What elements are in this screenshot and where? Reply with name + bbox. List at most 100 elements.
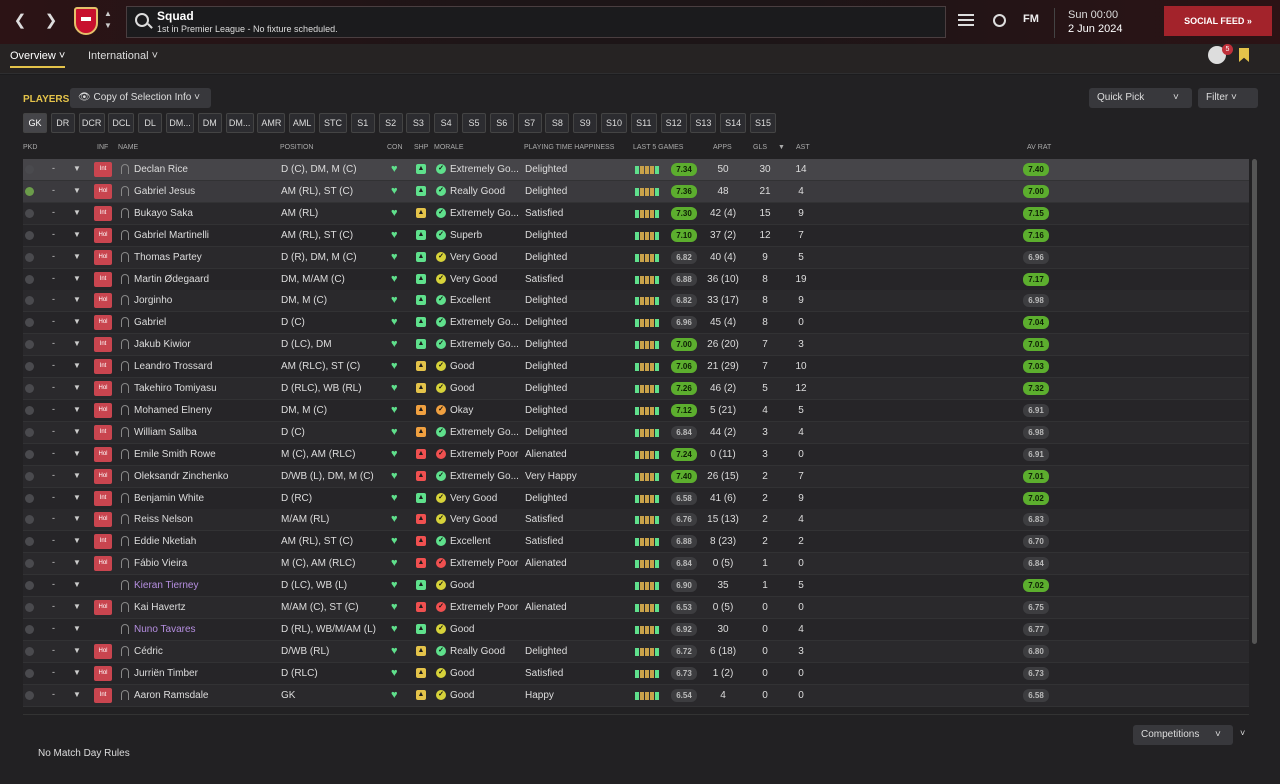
pick-indicator[interactable] bbox=[25, 559, 34, 569]
table-row[interactable]: - ▼ Hol Takehiro Tomiyasu D (RLC), WB (RL) ♥ ▲… bbox=[23, 378, 1249, 400]
chevron-down-icon[interactable]: ▼ bbox=[73, 251, 81, 261]
selection-info-button[interactable]: 👁 Copy of Selection Info ˅ bbox=[70, 88, 211, 108]
selection-dash[interactable]: - bbox=[52, 338, 55, 349]
table-row[interactable]: - ▼ Int Declan Rice D (C), DM, M (C) ♥ ▲ ✓ Extre… bbox=[23, 159, 1249, 181]
pick-indicator[interactable] bbox=[25, 318, 34, 328]
competitions-button[interactable]: Competitions ˅ bbox=[1133, 725, 1233, 745]
table-row[interactable]: - ▼ Hol Jorginho DM, M (C) ♥ ▲ ✓ Excellent Deligh… bbox=[23, 290, 1249, 313]
position-filter-button[interactable]: AMR bbox=[257, 113, 286, 133]
position-filter-button[interactable]: S8 bbox=[545, 113, 570, 133]
table-row[interactable]: - ▼ Hol Jurriën Timber D (RLC) ♥ ▲ ✓ Good Satisfi… bbox=[23, 662, 1249, 685]
position-filter-button[interactable]: DCL bbox=[108, 113, 135, 133]
selection-dash[interactable]: - bbox=[52, 272, 55, 283]
player-name[interactable]: Mohamed Elneny bbox=[134, 404, 212, 416]
position-filter-button[interactable]: DR bbox=[50, 113, 75, 133]
chevron-down-icon[interactable]: ▼ bbox=[73, 536, 81, 546]
selection-dash[interactable]: - bbox=[52, 184, 55, 195]
tab-overview[interactable]: Overview ˅ bbox=[10, 50, 66, 68]
table-row[interactable]: - ▼ Int Aaron Ramsdale GK ♥ ▲ ✓ Good Happy 6.54 4 0 0… bbox=[23, 684, 1249, 707]
pick-indicator[interactable] bbox=[25, 624, 34, 634]
position-filter-button[interactable]: S15 bbox=[750, 113, 776, 133]
selection-dash[interactable]: - bbox=[52, 513, 55, 524]
notifications-icon[interactable] bbox=[1208, 46, 1226, 64]
selection-dash[interactable]: - bbox=[52, 469, 55, 480]
filter-button[interactable]: Filter ˅ bbox=[1198, 88, 1258, 108]
pick-indicator[interactable] bbox=[25, 646, 34, 656]
selection-dash[interactable]: - bbox=[52, 228, 55, 239]
player-name[interactable]: Bukayo Saka bbox=[134, 207, 193, 219]
position-filter-button[interactable]: S14 bbox=[720, 113, 747, 133]
forward-icon[interactable]: ❯ bbox=[44, 12, 58, 29]
table-row[interactable]: - ▼ Int Leandro Trossard AM (RLC), ST (C) ♥ ▲ ✓… bbox=[23, 356, 1249, 379]
col-inf[interactable]: INF bbox=[97, 144, 109, 151]
player-name[interactable]: Takehiro Tomiyasu bbox=[134, 383, 217, 394]
player-name[interactable]: Oleksandr Zinchenko bbox=[134, 470, 229, 482]
pick-indicator[interactable] bbox=[25, 230, 34, 240]
col-gls[interactable]: GLS bbox=[753, 144, 768, 151]
selection-dash[interactable]: - bbox=[52, 206, 55, 217]
player-name[interactable]: Gabriel Jesus bbox=[134, 185, 196, 197]
position-filter-button[interactable]: DM bbox=[197, 113, 222, 133]
player-name[interactable]: Thomas Partey bbox=[134, 251, 202, 263]
social-feed-button[interactable]: SOCIAL FEED » bbox=[1164, 6, 1272, 36]
table-row[interactable]: - ▼ Hol Gabriel Jesus AM (RL), ST (C) ♥ ▲ ✓ Real… bbox=[23, 180, 1249, 203]
col-morale[interactable]: MORALE bbox=[434, 144, 464, 151]
selection-dash[interactable]: - bbox=[52, 601, 55, 611]
player-name[interactable]: Kieran Tierney bbox=[134, 580, 199, 592]
table-row[interactable]: - ▼ Int Eddie Nketiah AM (RL), ST (C) ♥ ▲ ✓ Exce… bbox=[23, 531, 1249, 554]
player-name[interactable]: William Saliba bbox=[134, 426, 197, 438]
table-row[interactable]: - ▼ Int Martin Ødegaard DM, M/AM (C) ♥ ▲ ✓ Very … bbox=[23, 268, 1249, 291]
chevron-down-icon[interactable]: ▼ bbox=[73, 383, 81, 392]
club-switch-icon[interactable]: ▲ ▼ bbox=[104, 9, 112, 30]
position-filter-button[interactable]: S9 bbox=[573, 113, 598, 133]
chevron-down-icon[interactable]: ▼ bbox=[73, 426, 81, 436]
selection-dash[interactable]: - bbox=[52, 644, 55, 655]
pick-indicator[interactable] bbox=[25, 690, 34, 700]
position-filter-button[interactable]: DL bbox=[138, 113, 163, 133]
player-name[interactable]: Cédric bbox=[134, 645, 163, 657]
pick-indicator[interactable] bbox=[25, 668, 34, 678]
col-shp[interactable]: SHP bbox=[414, 144, 429, 151]
selection-dash[interactable]: - bbox=[52, 688, 55, 699]
pick-indicator[interactable] bbox=[25, 362, 34, 372]
pick-indicator[interactable] bbox=[25, 537, 34, 547]
pick-indicator[interactable] bbox=[25, 515, 34, 525]
player-name[interactable]: Eddie Nketiah bbox=[134, 536, 197, 548]
table-row[interactable]: - ▼ Hol Oleksandr Zinchenko D/WB (L), DM, M … bbox=[23, 465, 1249, 488]
player-name[interactable]: Declan Rice bbox=[134, 164, 188, 175]
player-name[interactable]: Gabriel Martinelli bbox=[134, 229, 210, 241]
position-filter-button[interactable]: S5 bbox=[462, 113, 486, 133]
quick-pick-button[interactable]: Quick Pick ˅ bbox=[1089, 88, 1192, 108]
pick-indicator[interactable] bbox=[25, 340, 34, 350]
pick-indicator[interactable] bbox=[25, 165, 34, 174]
selection-dash[interactable]: - bbox=[52, 447, 55, 458]
position-filter-button[interactable]: S6 bbox=[489, 113, 514, 133]
chevron-down-icon[interactable]: ▼ bbox=[73, 273, 81, 283]
col-position[interactable]: POSITION bbox=[280, 144, 314, 151]
col-name[interactable]: NAME bbox=[118, 144, 139, 151]
selection-dash[interactable]: - bbox=[52, 666, 55, 677]
selection-dash[interactable]: - bbox=[52, 382, 55, 392]
position-filter-button[interactable]: S3 bbox=[406, 113, 431, 133]
club-crest-icon[interactable] bbox=[74, 7, 98, 35]
selection-dash[interactable]: - bbox=[52, 557, 55, 568]
pick-indicator[interactable] bbox=[25, 252, 34, 262]
player-name[interactable]: Jorginho bbox=[134, 295, 173, 307]
chevron-down-icon[interactable]: ▼ bbox=[73, 623, 81, 633]
table-row[interactable]: - ▼ Hol Cédric D/WB (RL) ♥ ▲ ✓ Really Good Deligh… bbox=[23, 640, 1249, 663]
scrollbar[interactable] bbox=[1252, 159, 1257, 644]
selection-dash[interactable]: - bbox=[52, 425, 55, 436]
table-row[interactable]: - ▼ Hol Kai Havertz M/AM (C), ST (C) ♥ ▲ ✓ Extre… bbox=[23, 597, 1249, 619]
player-name[interactable]: Martin Ødegaard bbox=[134, 273, 210, 285]
position-filter-button[interactable]: DM... bbox=[225, 113, 254, 133]
table-row[interactable]: - ▼ Nuno Tavares D (RL), WB/M/AM (L) ♥ ▲ ✓ Good… bbox=[23, 618, 1249, 641]
player-name[interactable]: Benjamin White bbox=[134, 492, 205, 504]
tab-international[interactable]: International ˅ bbox=[88, 50, 159, 62]
bookmark-icon[interactable] bbox=[1239, 48, 1249, 62]
pick-indicator[interactable] bbox=[25, 603, 34, 612]
chevron-down-icon[interactable]: ▼ bbox=[73, 602, 81, 611]
player-name[interactable]: Kai Havertz bbox=[134, 602, 186, 613]
table-row[interactable]: - ▼ Hol Fábio Vieira M (C), AM (RLC) ♥ ▲ ✓ Extre… bbox=[23, 553, 1249, 576]
col-apps[interactable]: APPS bbox=[713, 144, 732, 151]
chevron-down-icon[interactable]: ▼ bbox=[73, 207, 81, 217]
